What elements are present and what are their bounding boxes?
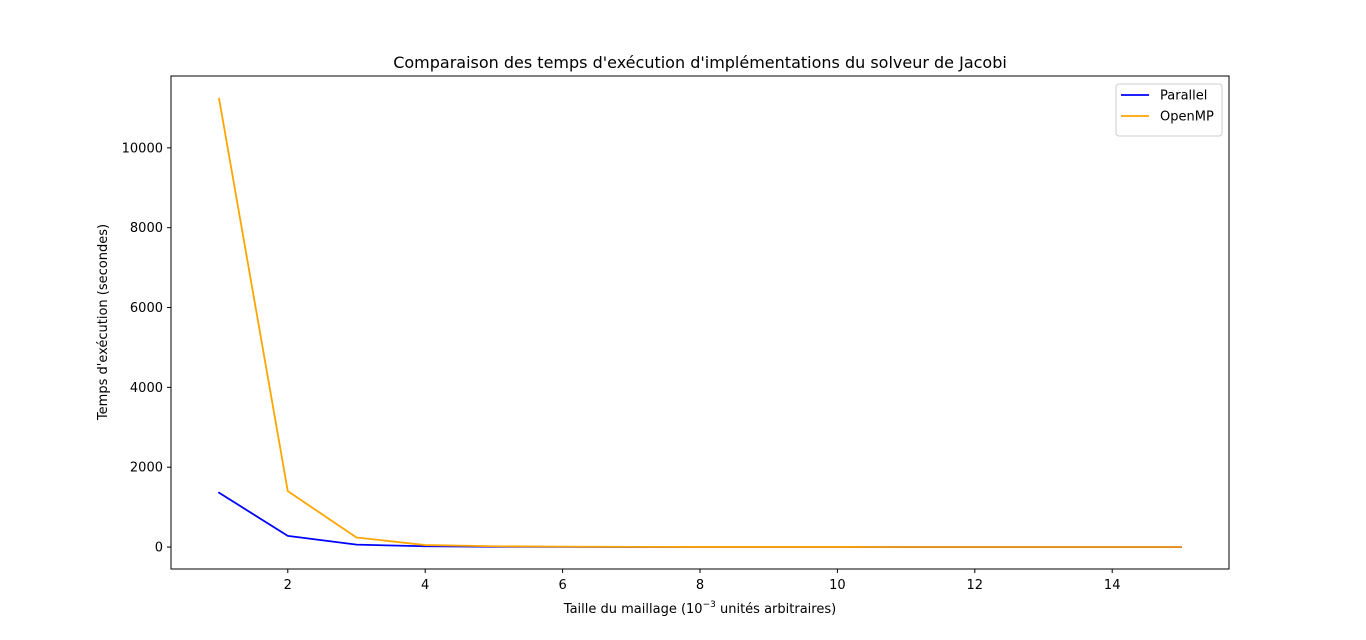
x-tick-label: 10: [829, 578, 846, 593]
x-tick-label: 2: [284, 578, 292, 593]
y-tick-label: 8000: [130, 221, 163, 236]
legend: Parallel OpenMP: [1115, 83, 1223, 137]
x-tick-label: 4: [421, 578, 429, 593]
x-axis-label: Taille du maillage (10−3 unités arbitrai…: [563, 600, 836, 617]
x-axis-label-prefix: Taille du maillage (10: [563, 602, 703, 617]
y-axis-label: Temps d'exécution (secondes): [96, 224, 111, 421]
plot-frame: [170, 75, 1230, 570]
x-axis-label-exponent: −3: [703, 600, 716, 610]
y-tick-label: 10000: [122, 141, 163, 156]
x-tick-label: 6: [558, 578, 566, 593]
y-tick-label: 6000: [130, 301, 163, 316]
y-tick-label: 2000: [130, 461, 163, 476]
chart-title: Comparaison des temps d'exécution d'impl…: [393, 53, 1007, 72]
x-tick-label: 14: [1104, 578, 1121, 593]
series-line-openmp: [218, 97, 1182, 548]
legend-box: [1115, 83, 1223, 137]
y-tick-label: 4000: [130, 381, 163, 396]
series-layer: [217, 97, 1182, 548]
y-axis: 0 2000 4000 6000 8000 10000: [122, 141, 171, 556]
legend-label: Parallel: [1160, 89, 1207, 104]
x-axis: 2 4 6 8 10 12 14: [284, 569, 1121, 593]
y-tick-label: 0: [155, 541, 163, 556]
x-tick-label: 12: [967, 578, 984, 593]
x-tick-label: 8: [696, 578, 704, 593]
legend-label: OpenMP: [1160, 110, 1214, 125]
x-axis-label-suffix: unités arbitraires): [716, 602, 836, 617]
